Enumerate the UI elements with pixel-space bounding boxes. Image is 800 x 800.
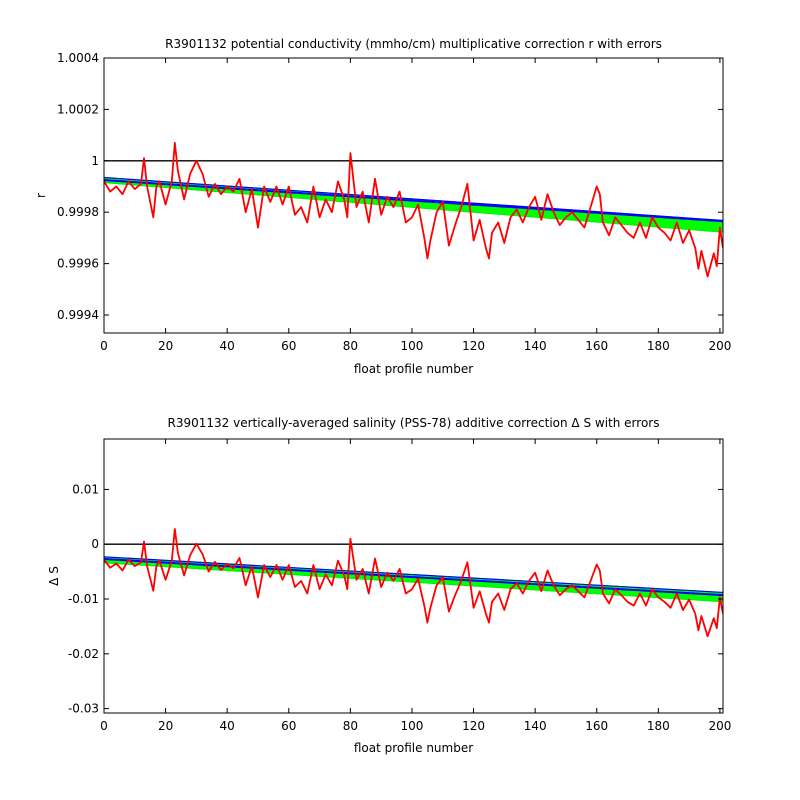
x-axis-label: float profile number (354, 741, 473, 755)
x-tick-label: 60 (281, 719, 296, 733)
x-tick-label: 180 (647, 339, 670, 353)
chart-panel-2: 0 20 40 60 80 100 120 140 160 180 200 -0.03 -0.02 -0.… (47, 416, 731, 755)
y-tick-label: 0.9998 (57, 205, 99, 219)
x-tick-label: 100 (401, 719, 424, 733)
fit-line-upper (104, 176, 723, 222)
y-tick-label: 0.9996 (57, 257, 99, 271)
x-tick-label: 60 (281, 339, 296, 353)
x-tick-label: 160 (585, 339, 608, 353)
plot-area (104, 141, 723, 278)
chart-title: R3901132 vertically-averaged salinity (P… (168, 416, 660, 430)
y-axis-label: Δ S (47, 566, 61, 586)
x-tick-label: 100 (401, 339, 424, 353)
x-tick-label: 140 (524, 719, 547, 733)
y-tick-label: 1.0002 (57, 102, 99, 116)
series-line-1 (104, 528, 723, 638)
x-tick-label: 80 (343, 719, 358, 733)
fit-line-upper (104, 556, 723, 594)
x-tick-label: 180 (647, 719, 670, 733)
x-tick-label: 80 (343, 339, 358, 353)
x-tick-label: 120 (462, 719, 485, 733)
chart-title: R3901132 potential conductivity (mmho/cm… (165, 37, 662, 51)
y-tick-label: 0.9994 (57, 308, 99, 322)
axes-box (103, 438, 724, 714)
x-tick-label: 20 (158, 719, 173, 733)
fit-line (104, 179, 723, 223)
y-tick-label: 0 (91, 537, 99, 551)
fit-line (104, 558, 723, 597)
y-tick-label: 0.01 (72, 482, 99, 496)
x-tick-label: 0 (100, 339, 108, 353)
x-axis-label: float profile number (354, 362, 473, 376)
y-tick-label: -0.02 (68, 647, 99, 661)
x-tick-label: 0 (100, 719, 108, 733)
x-tick-label: 40 (220, 719, 235, 733)
series-line-1 (104, 141, 723, 278)
x-tick-label: 140 (524, 339, 547, 353)
plot-area (104, 528, 723, 638)
x-tick-label: 40 (220, 339, 235, 353)
x-tick-label: 200 (708, 719, 731, 733)
y-tick-label: 1 (91, 154, 99, 168)
x-tick-label: 120 (462, 339, 485, 353)
y-axis-label: r (34, 193, 48, 198)
x-tick-label: 160 (585, 719, 608, 733)
y-tick-label: -0.01 (68, 592, 99, 606)
axes-box (103, 57, 724, 334)
y-tick-label: 1.0004 (57, 51, 99, 65)
chart-panel-1: 0 20 40 60 80 100 120 140 160 180 200 0.9994 0.9996 0… (34, 37, 731, 376)
y-tick-label: -0.03 (68, 702, 99, 716)
x-tick-label: 200 (708, 339, 731, 353)
x-tick-label: 20 (158, 339, 173, 353)
